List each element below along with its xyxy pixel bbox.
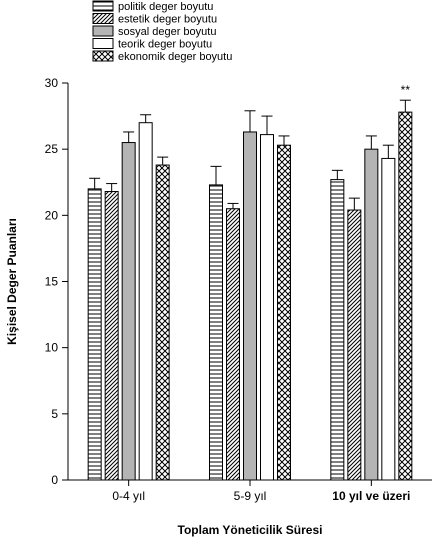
legend-label: teorik deger boyutu xyxy=(118,39,212,51)
significance-annotation: ** xyxy=(401,83,411,97)
bar-gray xyxy=(243,131,257,481)
y-tick-label: 20 xyxy=(45,208,59,222)
legend-swatch xyxy=(92,38,114,49)
bar-crosshatch xyxy=(277,144,291,481)
x-tick-label: 10 yıl ve üzeri xyxy=(332,489,410,503)
bar-horizontal xyxy=(330,179,345,481)
y-tick-label: 25 xyxy=(45,142,59,156)
legend-label: politik deger boyutu xyxy=(118,1,213,13)
bar-gray xyxy=(121,142,136,481)
x-tick-label: 5-9 yıl xyxy=(234,489,267,503)
x-axis-label: Toplam Yöneticilik Süresi xyxy=(178,523,323,537)
y-tick-label: 5 xyxy=(51,407,58,421)
bar-white xyxy=(381,157,396,481)
y-axis-ticks: 0 5 10 15 20 25 30 xyxy=(45,76,68,487)
bar-white xyxy=(138,122,153,481)
bar-diagonal xyxy=(347,209,362,481)
legend-label: sosyal deger boyutu xyxy=(118,26,216,38)
x-tick-label: 0-4 yıl xyxy=(112,489,145,503)
y-tick-label: 15 xyxy=(45,275,59,289)
x-axis-ticks: 0-4 yıl 5-9 yıl 10 yıl ve üzeri xyxy=(112,480,410,503)
bar-diagonal xyxy=(104,191,119,481)
legend-swatch xyxy=(92,25,114,37)
legend-swatch xyxy=(92,0,114,12)
y-tick-label: 10 xyxy=(45,341,59,355)
bar-diagonal xyxy=(226,208,240,481)
bar-gray xyxy=(364,148,379,481)
bar-horizontal xyxy=(87,188,102,481)
legend-swatch xyxy=(92,13,114,24)
y-tick-label: 30 xyxy=(45,76,59,90)
bar-crosshatch xyxy=(155,164,170,481)
legend-swatch xyxy=(92,50,114,62)
legend-label: estetik deger boyutu xyxy=(118,14,217,26)
bar-crosshatch xyxy=(398,111,413,481)
bar-horizontal xyxy=(209,184,223,481)
plot-area: ** xyxy=(87,83,413,481)
bar-white xyxy=(260,134,274,481)
y-axis-label: Kişisel Deger Puanları xyxy=(5,218,19,345)
legend-label: ekonomik deger boyutu xyxy=(118,51,232,63)
y-tick-label: 0 xyxy=(51,473,58,487)
